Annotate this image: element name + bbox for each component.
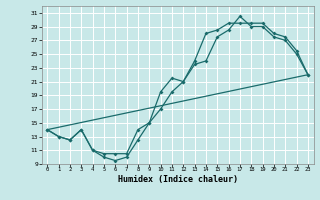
X-axis label: Humidex (Indice chaleur): Humidex (Indice chaleur) <box>118 175 237 184</box>
